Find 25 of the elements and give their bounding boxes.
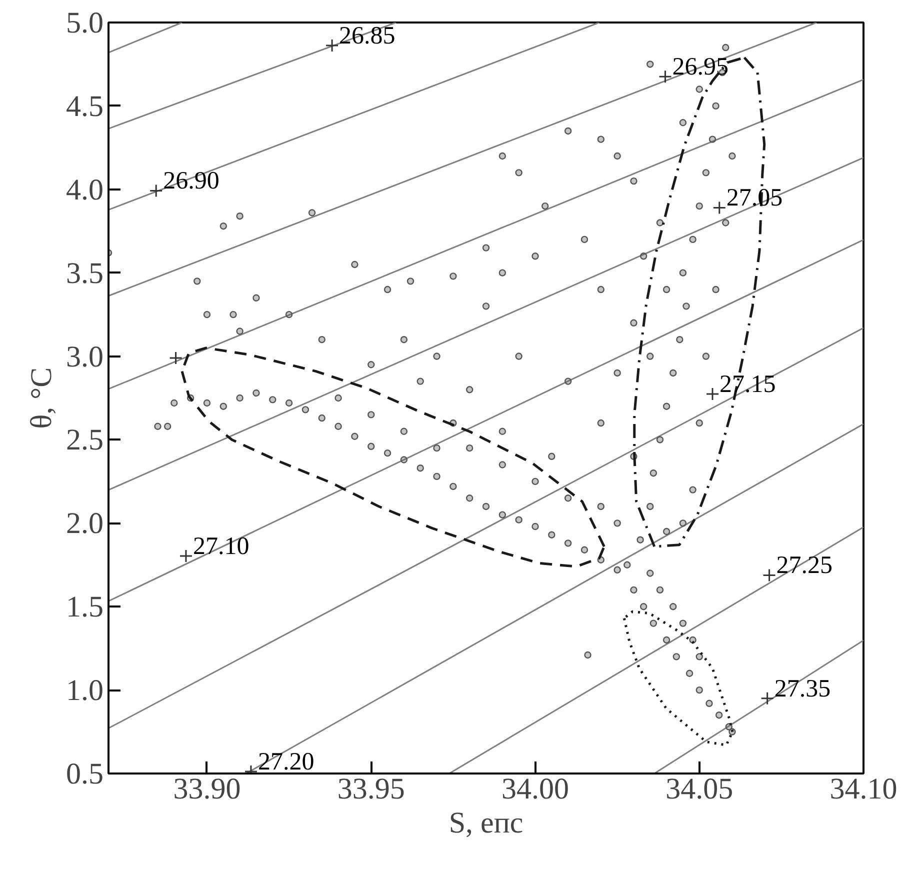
x-tick-label: 34.00	[501, 772, 569, 806]
annotation: 27.15	[720, 370, 776, 398]
annotation: 26.90	[163, 168, 220, 195]
annotation: 27.35	[774, 675, 831, 702]
y-tick-label: 3.0	[66, 340, 104, 374]
y-tick-label: 5.0	[66, 6, 104, 40]
y-tick-label: 1.5	[66, 590, 104, 624]
x-tick-label: 34.05	[666, 772, 734, 806]
x-tick-label: 33.90	[173, 772, 241, 806]
y-tick-label: 4.5	[66, 90, 104, 123]
y-tick-label: 1.0	[66, 674, 104, 708]
y-tick-label: 0.5	[66, 758, 104, 790]
annotation: 27.20	[258, 748, 314, 776]
y-tick-label: 2.5	[66, 424, 104, 457]
y-tick-label: 2.0	[66, 507, 104, 540]
y-tick-label: 3.5	[66, 256, 104, 290]
y-axis-title: θ, °C	[25, 367, 58, 429]
annotation: 26.85	[339, 22, 396, 50]
x-tick-label: 33.95	[337, 772, 405, 806]
annotation: 26.95	[672, 54, 728, 81]
x-axis-title: S, епс	[448, 806, 524, 840]
y-tick-label: 4.0	[66, 173, 104, 206]
annotation: 27.25	[776, 552, 833, 580]
annotation: 27.10	[192, 533, 250, 560]
x-tick-label: 34.10	[830, 772, 898, 806]
